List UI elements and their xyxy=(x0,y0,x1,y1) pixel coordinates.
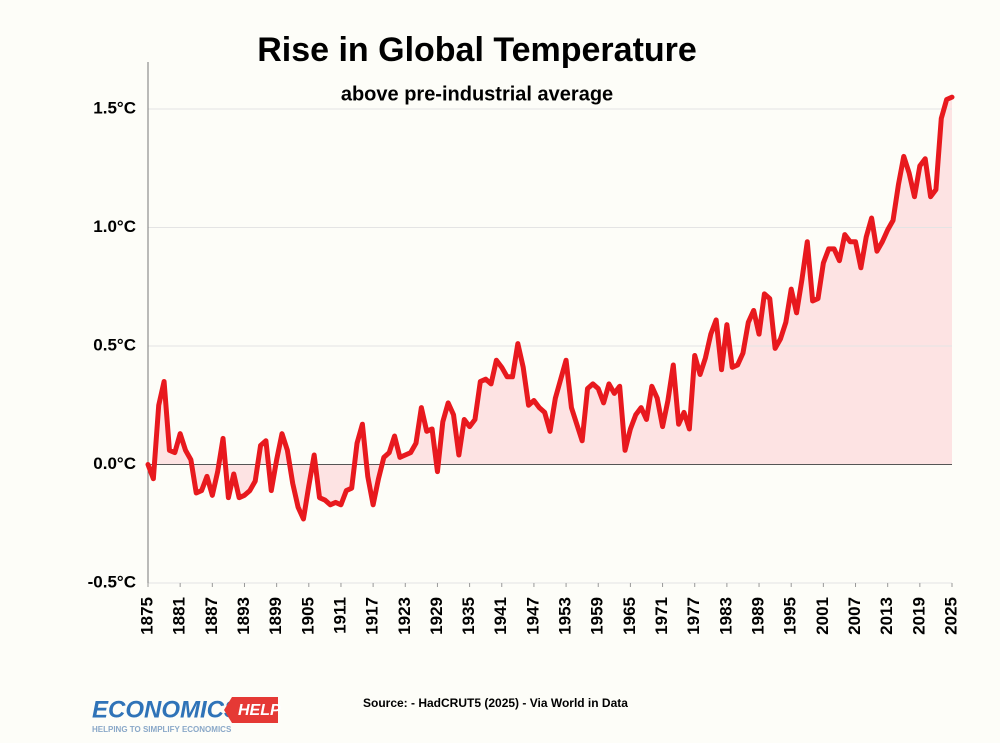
y-tick-label: 0.5°C xyxy=(93,335,136,354)
x-tick-label: 1899 xyxy=(266,597,285,635)
y-tick-label: 0.0°C xyxy=(93,454,136,473)
x-tick-label: 1917 xyxy=(363,597,382,635)
x-tick-label: 1989 xyxy=(749,597,768,635)
logo-name: ECONOMICS xyxy=(92,696,240,723)
x-tick-label: 1935 xyxy=(459,597,478,635)
x-tick-label: 1941 xyxy=(491,597,510,635)
x-tick-label: 1929 xyxy=(427,597,446,635)
x-tick-label: 2013 xyxy=(877,597,896,635)
x-tick-label: 1995 xyxy=(781,597,800,635)
x-tick-label: 1887 xyxy=(202,597,221,635)
x-tick-label: 1983 xyxy=(716,597,735,635)
logo-tagline: HELPING TO SIMPLIFY ECONOMICS xyxy=(92,725,232,734)
x-tick-label: 1953 xyxy=(556,597,575,635)
logo-badge: HELP xyxy=(238,702,281,719)
x-tick-label: 1965 xyxy=(620,597,639,635)
x-tick-label: 1893 xyxy=(234,597,253,635)
x-tick-label: 2001 xyxy=(813,597,832,635)
x-tick-label: 2019 xyxy=(909,597,928,635)
x-tick-label: 1875 xyxy=(137,597,156,635)
temperature-line xyxy=(145,94,955,522)
y-tick-label: 1.5°C xyxy=(93,98,136,117)
y-tick-label: 1.0°C xyxy=(93,217,136,236)
x-tick-label: 1959 xyxy=(588,597,607,635)
x-tick-label: 1905 xyxy=(298,597,317,635)
x-tick-label: 2007 xyxy=(845,597,864,635)
source-note: Source: - HadCRUT5 (2025) - Via World in… xyxy=(363,696,628,710)
x-tick-label: 1911 xyxy=(330,597,349,634)
chart-subtitle: above pre-industrial average xyxy=(341,83,613,105)
x-tick-label: 1977 xyxy=(684,597,703,635)
x-tick-label: 1947 xyxy=(523,597,542,635)
logo-tag xyxy=(224,697,278,723)
x-tick-label: 1971 xyxy=(652,597,671,635)
x-tick-label: 1881 xyxy=(170,597,189,635)
chart-title: Rise in Global Temperature xyxy=(257,31,697,69)
y-tick-label: -0.5°C xyxy=(88,572,136,591)
logo: ECONOMICS HELP HELPING TO SIMPLIFY ECONO… xyxy=(92,696,281,734)
x-tick-label: 2025 xyxy=(941,597,960,635)
x-tick-label: 1923 xyxy=(395,597,414,635)
area-fill xyxy=(148,97,952,520)
